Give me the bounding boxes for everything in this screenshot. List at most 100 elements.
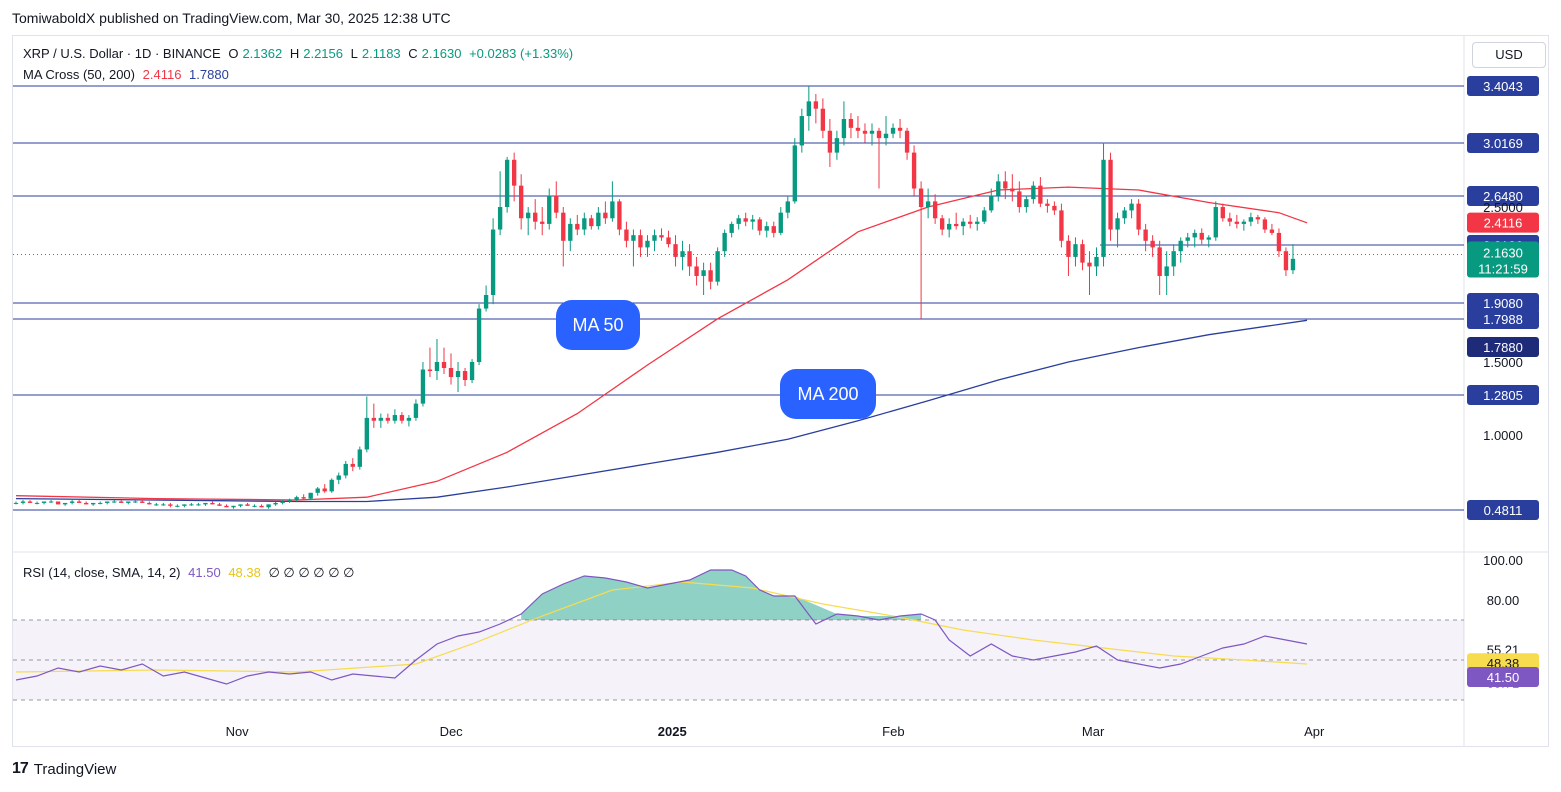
x-tick-label: Mar xyxy=(1082,724,1105,739)
hline-price-label: 3.4043 xyxy=(1483,79,1523,94)
candle-body xyxy=(575,223,580,230)
candle-body xyxy=(490,229,496,296)
candle-body xyxy=(743,218,748,222)
ma50-callout-bubble xyxy=(556,300,640,350)
hline-price-label: 1.9080 xyxy=(1483,296,1523,311)
hline-price-label-bg xyxy=(1467,133,1539,153)
candle-body xyxy=(869,130,875,134)
candle-body xyxy=(1213,207,1218,238)
candle-body xyxy=(652,235,657,241)
candle-body xyxy=(918,188,924,208)
candle-body xyxy=(1171,251,1176,267)
candle-body xyxy=(1164,266,1169,276)
ma50-callout-text: MA 50 xyxy=(572,315,623,335)
candle-body xyxy=(708,270,713,282)
candle-body xyxy=(154,504,159,506)
candle-body xyxy=(224,505,229,508)
candle-body xyxy=(105,501,110,503)
candle-body xyxy=(119,501,124,503)
candle-body xyxy=(932,201,938,219)
candle-body xyxy=(785,201,790,213)
candle-body xyxy=(526,212,531,219)
candle-body xyxy=(855,127,861,131)
currency-button[interactable]: USD xyxy=(1472,42,1546,68)
hline-price-label-bg xyxy=(1467,500,1539,520)
candle-body xyxy=(147,502,152,505)
price-tick-label: 2.5000 xyxy=(1483,200,1523,215)
candle-body xyxy=(1003,181,1008,189)
candle-body xyxy=(1108,159,1113,230)
candle-body xyxy=(1066,240,1071,257)
symbol-title[interactable]: XRP / U.S. Dollar · 1D · BINANCE xyxy=(23,46,221,61)
candle-body xyxy=(764,226,769,231)
candle-body xyxy=(736,218,741,224)
rsi-tick-label: 80.00 xyxy=(1487,593,1520,608)
candle-body xyxy=(996,181,1001,196)
hline-price-label-bg xyxy=(1467,309,1539,329)
tradingview-logo-icon[interactable]: 17 xyxy=(12,760,29,777)
candle-body xyxy=(371,417,377,421)
candle-body xyxy=(1227,218,1232,222)
candle-body xyxy=(890,127,896,134)
candle-body xyxy=(441,362,447,369)
candle-body xyxy=(231,505,236,508)
ma50-price-label: 2.4116 xyxy=(1484,216,1523,231)
last-price-bg xyxy=(1467,241,1539,278)
candle-body xyxy=(1136,203,1141,230)
rsi-overbought-fill xyxy=(521,570,922,620)
candle-body xyxy=(701,270,706,276)
candle-body xyxy=(673,244,678,257)
candle-body xyxy=(34,502,40,504)
candle-body xyxy=(1094,256,1099,267)
candle-body xyxy=(413,403,419,418)
footer-logo-text[interactable]: TradingView xyxy=(33,760,117,778)
candle-body xyxy=(434,362,440,372)
candle-body xyxy=(638,235,643,248)
candle-body xyxy=(133,501,138,503)
x-tick-label: 2025 xyxy=(658,724,687,739)
hline-price-label: 1.2805 xyxy=(1483,388,1523,403)
candle-body xyxy=(385,417,391,421)
low-value: 2.1183 xyxy=(361,46,401,61)
last-price-label: 2.1630 xyxy=(1483,245,1523,260)
candle-body xyxy=(41,501,47,503)
candle-body xyxy=(350,463,355,467)
candle-body xyxy=(1241,221,1247,224)
countdown-label: 11:21:59 xyxy=(1478,261,1528,276)
candle-body xyxy=(1157,247,1162,276)
candle-body xyxy=(771,226,776,233)
candle-body xyxy=(511,159,517,186)
candle-body xyxy=(1080,244,1085,263)
candle-body xyxy=(897,127,903,131)
rsi-label[interactable]: RSI (14, close, SMA, 14, 2) xyxy=(23,565,181,580)
candle-body xyxy=(1017,191,1022,208)
change-value: +0.0283 (+1.33%) xyxy=(469,46,574,61)
high-label: H xyxy=(289,46,300,61)
candle-body xyxy=(20,501,26,503)
candle-body xyxy=(659,235,664,238)
hline-price-label: 0.4811 xyxy=(1484,503,1523,518)
candle-body xyxy=(1073,244,1078,257)
candle-body xyxy=(939,218,945,230)
candle-body xyxy=(1262,219,1268,230)
candle-body xyxy=(308,492,313,499)
candle-body xyxy=(336,475,341,480)
rsi-sma-line xyxy=(15,581,1308,673)
candle-body xyxy=(1248,217,1254,222)
candle-body xyxy=(126,501,131,503)
candle-body xyxy=(483,295,489,309)
candle-body xyxy=(399,415,405,421)
candle-body xyxy=(617,201,622,230)
candle-body xyxy=(834,138,840,153)
candle-body xyxy=(462,371,468,381)
candle-body xyxy=(266,504,271,508)
candle-body xyxy=(975,221,980,224)
candle-body xyxy=(582,218,587,230)
close-label: C xyxy=(408,46,418,61)
ma200-line xyxy=(15,319,1308,503)
candle-body xyxy=(540,221,545,224)
ma-label[interactable]: MA Cross (50, 200) xyxy=(23,67,135,82)
candle-body xyxy=(273,502,278,505)
candle-body xyxy=(680,251,685,257)
